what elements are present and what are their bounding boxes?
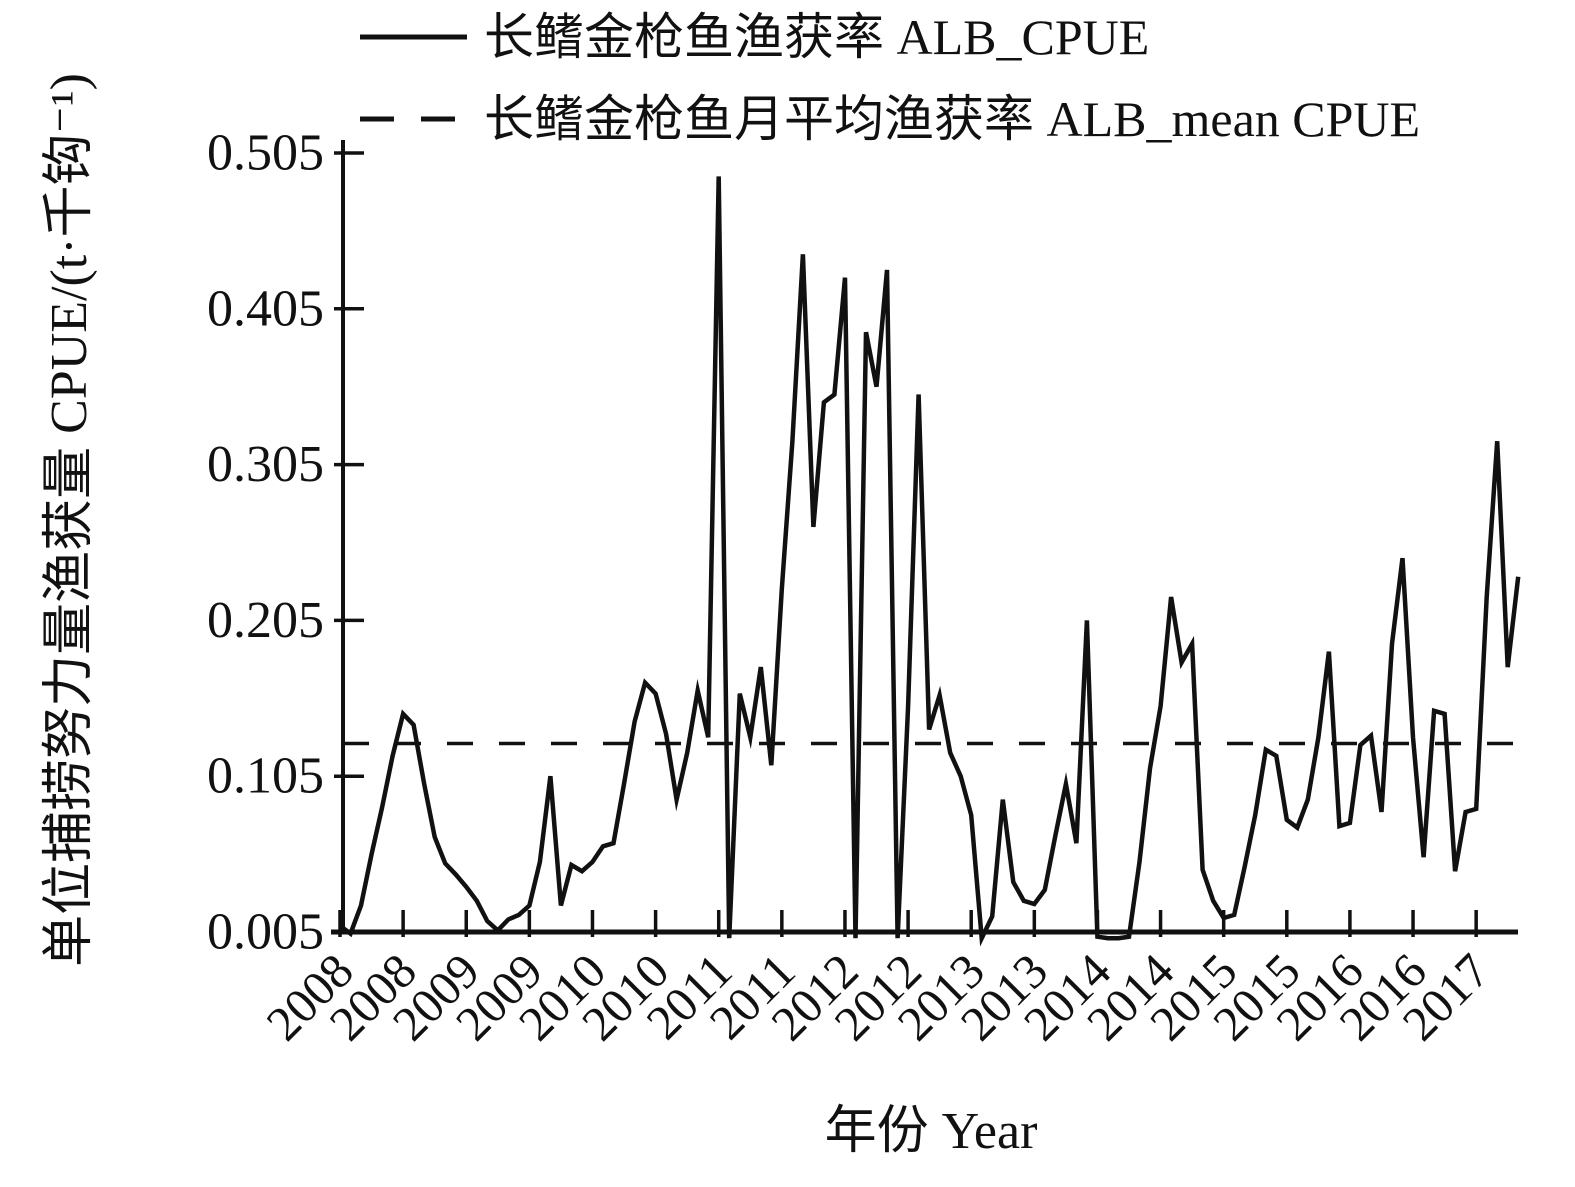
- y-tick-label: 0.105: [207, 748, 324, 805]
- legend-item-alb-mean-cpue: 长鳍金枪鱼月平均渔获率 ALB_mean CPUE: [484, 91, 1420, 147]
- y-axis-title: 单位捕捞努力量渔获量 CPUE/(t·千钩⁻¹): [41, 73, 98, 967]
- legend: 长鳍金枪鱼渔获率 ALB_CPUE 长鳍金枪鱼月平均渔获率 ALB_mean C…: [360, 9, 1420, 147]
- y-tick-label: 0.505: [207, 125, 324, 182]
- legend-item-alb-cpue: 长鳍金枪鱼渔获率 ALB_CPUE: [484, 9, 1149, 65]
- y-tick-label: 0.005: [207, 904, 324, 961]
- y-tick-label: 0.205: [207, 592, 324, 649]
- series-layer: [338, 176, 1523, 947]
- alb-cpue-data-line: [338, 176, 1521, 947]
- x-axis-title: 年份 Year: [825, 1103, 1038, 1160]
- y-tick-label: 0.405: [207, 280, 324, 337]
- y-tick-label: 0.305: [207, 436, 324, 493]
